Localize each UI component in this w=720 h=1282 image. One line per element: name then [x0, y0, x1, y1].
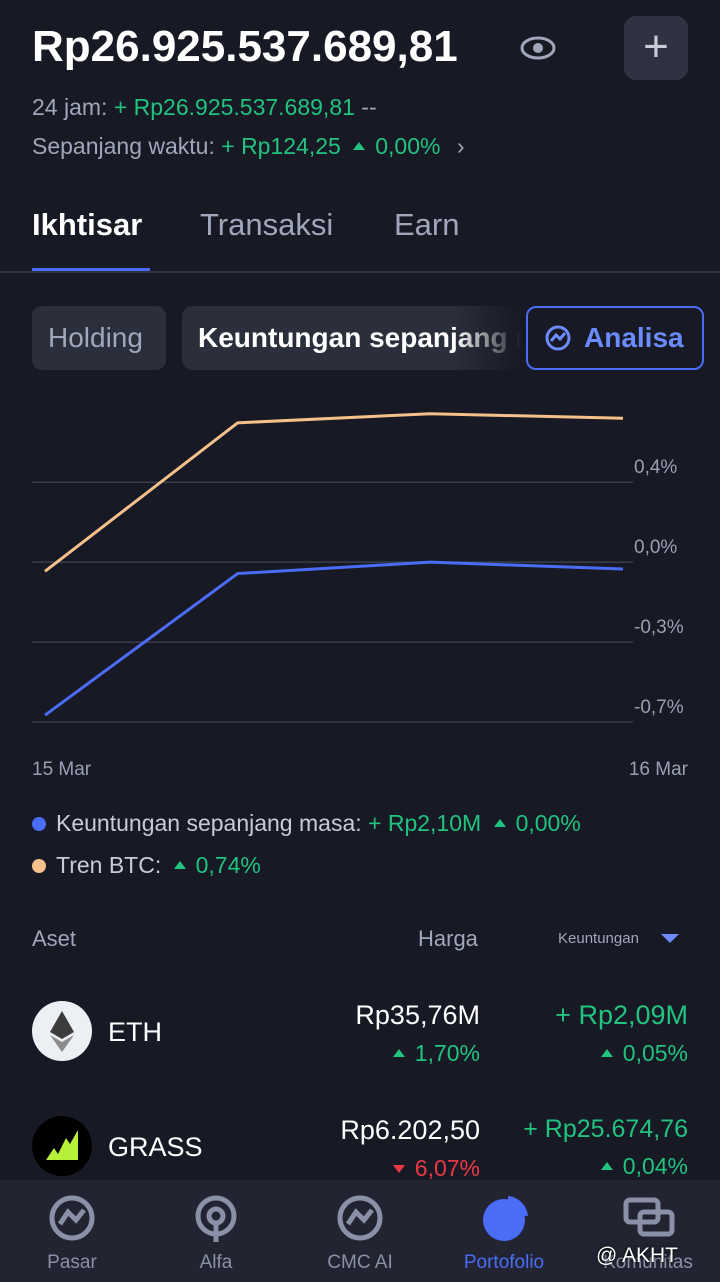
divider [0, 271, 720, 273]
y-tick-label: -0,3% [634, 617, 684, 638]
alltime-row[interactable]: Sepanjang waktu: + Rp124,25 0,00% › [32, 133, 465, 159]
chip[interactable]: Analisa [526, 306, 704, 370]
nav-item[interactable]: Komunitas [603, 1252, 693, 1273]
price: Rp35,76M [355, 1000, 480, 1030]
symbol: GRASS [108, 1132, 203, 1162]
series-line [44, 560, 624, 717]
price: Rp6.202,50 [340, 1115, 480, 1145]
legend-label: Tren BTC: [56, 852, 162, 878]
eye-icon[interactable] [520, 34, 556, 62]
nav-item[interactable]: Pasar [47, 1252, 97, 1273]
y-tick-label: 0,4% [634, 457, 677, 478]
symbol: ETH [108, 1017, 162, 1047]
change: 1,70% [393, 1040, 480, 1067]
tab[interactable]: Ikhtisar [32, 207, 143, 242]
col-header: Aset [32, 926, 77, 951]
pct: 0,00% [353, 133, 440, 159]
nav-item[interactable]: Portofolio [463, 1252, 545, 1273]
tab-indicator [32, 268, 150, 273]
chart: 0,4% 0,0% -0,3% -0,7% 15 Mar 16 Mar [32, 412, 689, 780]
nav-item[interactable]: CMC AI [327, 1252, 393, 1273]
chip[interactable]: Holding [32, 306, 166, 370]
add-button[interactable]: + [624, 16, 688, 80]
eth-icon [32, 1001, 92, 1061]
label: 24 jam: [32, 94, 108, 120]
value: + Rp2,10M [368, 810, 482, 836]
x-tick-label: 15 Mar [32, 759, 92, 780]
change: 6,07% [393, 1155, 480, 1182]
pct: -- [361, 94, 377, 120]
pct: 0,00% [494, 810, 581, 836]
balance: Rp26.925.537.689,81 [32, 22, 458, 71]
value: + Rp26.925.537.689,81 [113, 94, 355, 120]
series-line [44, 412, 624, 573]
label: Sepanjang waktu: [32, 133, 215, 159]
legend-label: Keuntungan sepanjang masa: [56, 810, 362, 836]
col-header[interactable]: Keuntungan [558, 930, 679, 947]
nav-item[interactable]: Alfa [199, 1252, 233, 1273]
x-tick-label: 16 Mar [629, 759, 689, 780]
legend-item: Tren BTC: 0,74% [32, 852, 261, 879]
profit-pct: 0,05% [601, 1040, 688, 1067]
y-tick-label: -0,7% [634, 697, 684, 718]
value: + Rp124,25 [221, 133, 341, 159]
tab[interactable]: Transaksi [200, 207, 334, 242]
watermark: @ AKHT [596, 1244, 679, 1267]
y-tick-label: 0,0% [634, 537, 677, 558]
nav-icons [49, 1195, 675, 1242]
tab[interactable]: Earn [394, 207, 460, 242]
label: Keuntungan [558, 930, 639, 947]
col-header: Harga [418, 926, 478, 951]
profit: + Rp2,09M [555, 1000, 688, 1030]
h24-row: 24 jam: + Rp26.925.537.689,81 -- [32, 94, 377, 121]
chip[interactable]: Keuntungan sepanjang masa [182, 306, 522, 370]
label: Analisa [584, 322, 684, 353]
grass-icon [32, 1116, 92, 1176]
legend-item: Keuntungan sepanjang masa: + Rp2,10M 0,0… [32, 810, 581, 837]
pct: 0,74% [174, 852, 261, 878]
profit: + Rp25.674,76 [523, 1115, 688, 1143]
profit-pct: 0,04% [601, 1153, 688, 1180]
